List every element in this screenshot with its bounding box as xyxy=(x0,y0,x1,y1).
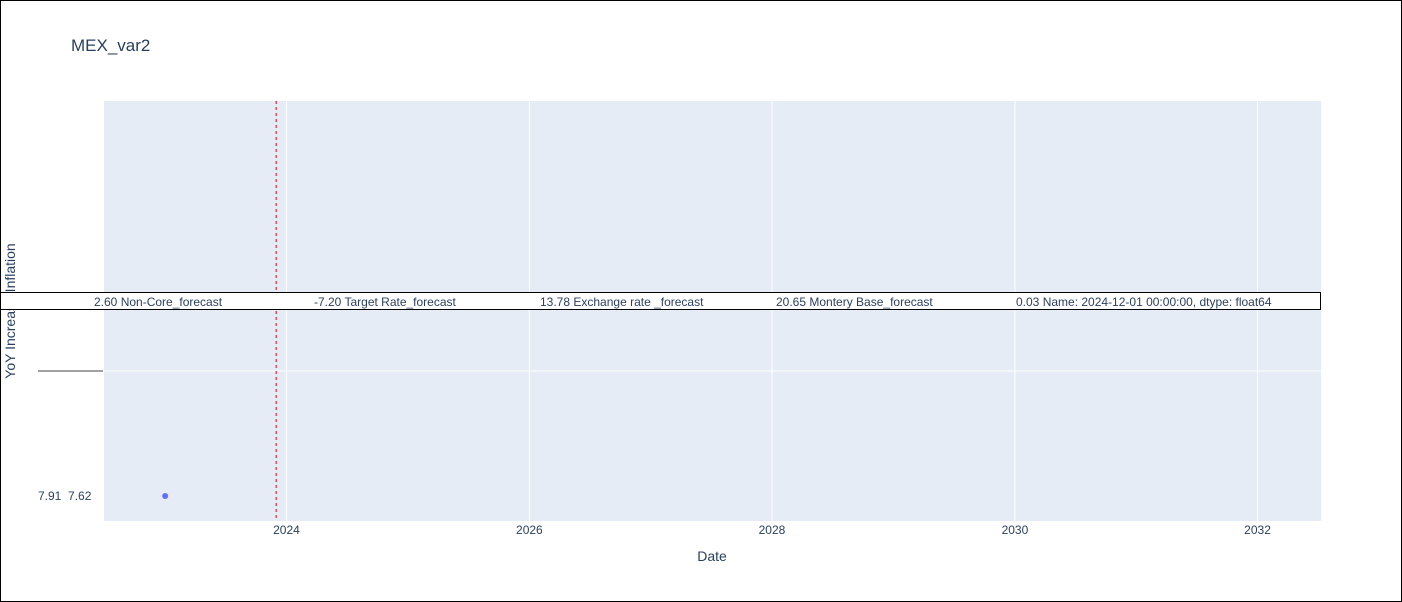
data-point xyxy=(162,493,169,499)
chart-title: MEX_var2 xyxy=(71,36,150,55)
data-points xyxy=(162,493,169,499)
plot-area xyxy=(104,101,1321,521)
x-tick-label: 2032 xyxy=(1244,523,1271,537)
x-axis-title: Date xyxy=(697,548,727,564)
annotation-item-exchange-rate: 13.78 Exchange rate _forecast xyxy=(540,295,704,309)
x-tick-label: 2028 xyxy=(759,523,786,537)
annotation-item-montery-base: 20.65 Montery Base_forecast xyxy=(776,295,933,309)
forecast-annotation: 2.60 Non-Core_forecast -7.20 Target Rate… xyxy=(0,292,1321,310)
x-tick-labels: 2024 2026 2028 2030 2032 xyxy=(273,523,1271,537)
x-tick-label: 2026 xyxy=(516,523,543,537)
x-tick-label: 2030 xyxy=(1002,523,1029,537)
annotation-item-name: 0.03 Name: 2024-12-01 00:00:00, dtype: f… xyxy=(1016,295,1272,309)
grid-lines xyxy=(104,101,1321,521)
x-tick-label: 2024 xyxy=(273,523,300,537)
annotation-item-non-core: 2.60 Non-Core_forecast xyxy=(94,295,223,309)
annotation-item-target-rate: -7.20 Target Rate_forecast xyxy=(314,295,457,309)
y-tick-label: 7.91 7.62 xyxy=(38,489,92,503)
annotation-box xyxy=(0,292,1321,310)
y-axis-title: YoY Increase Inflation xyxy=(2,243,18,378)
